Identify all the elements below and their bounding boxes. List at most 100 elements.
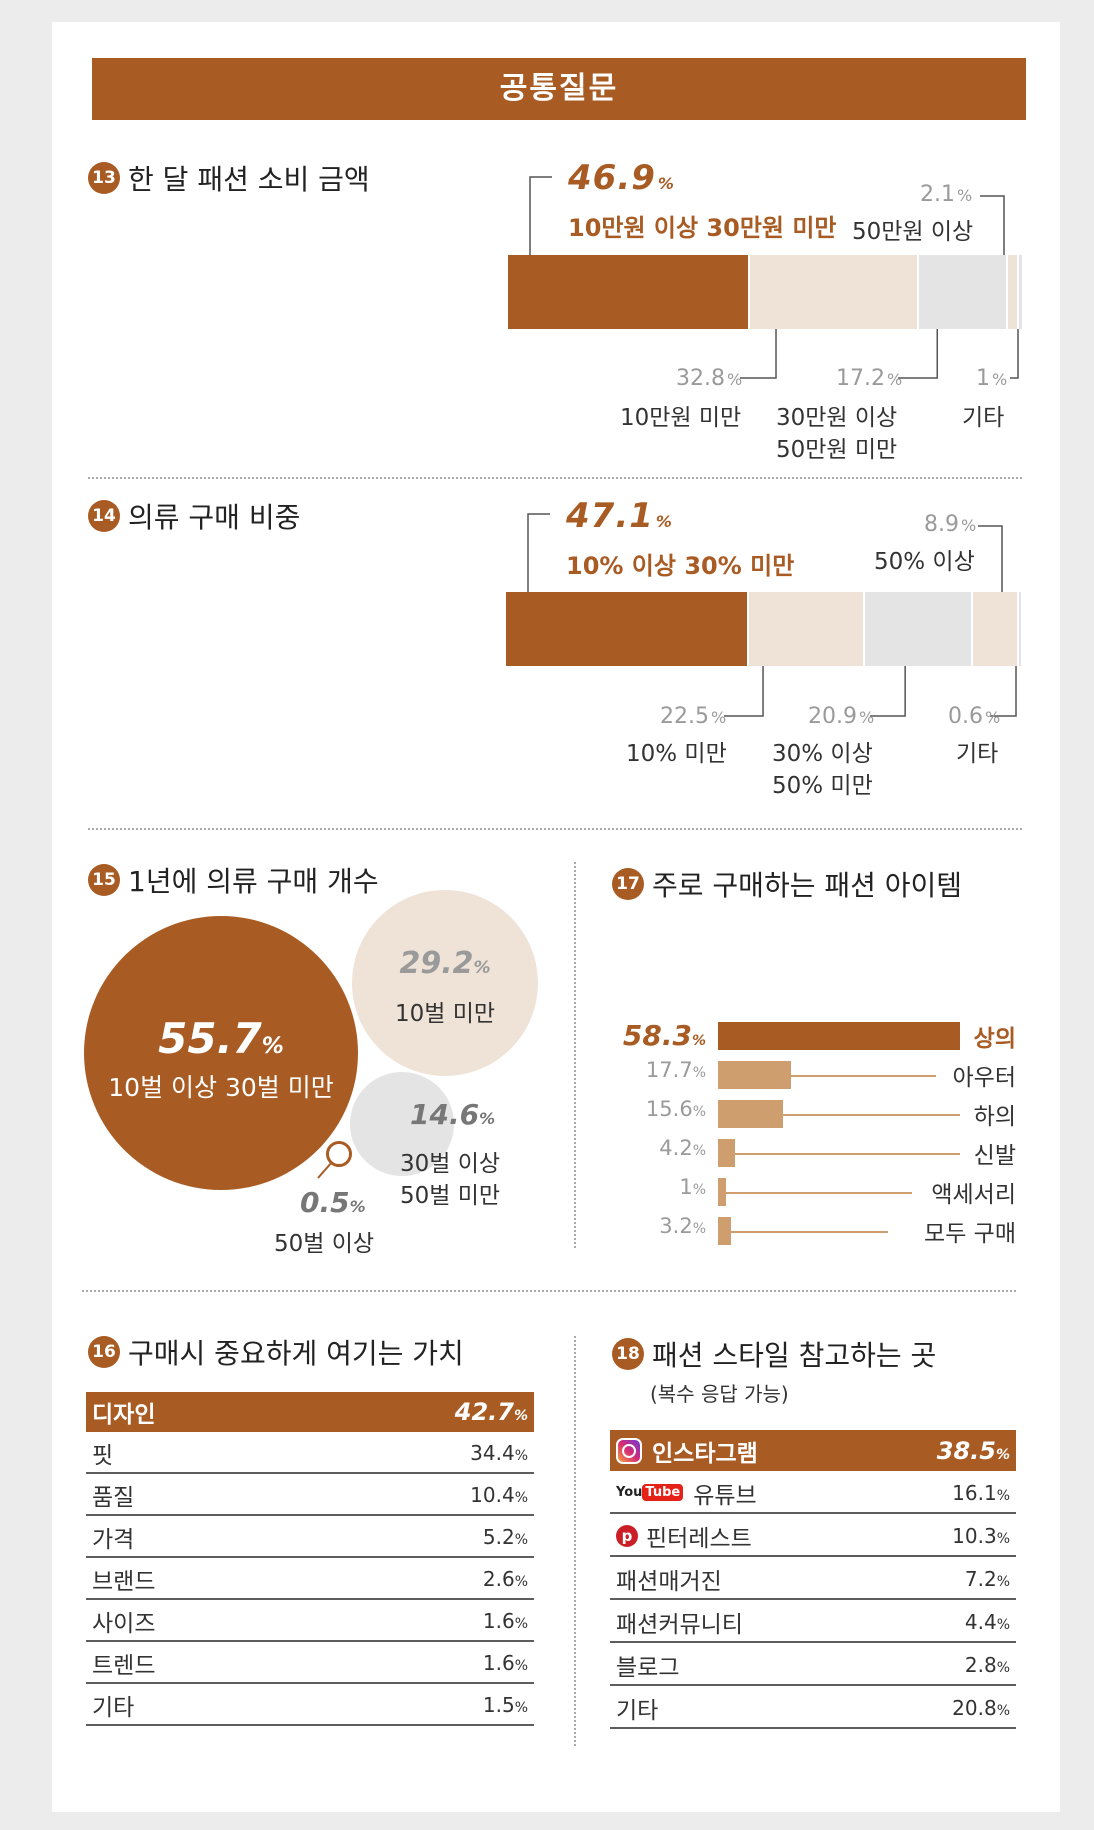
row-label: 브랜드	[92, 1562, 155, 1596]
table-row: 패션커뮤니티 4.4%	[610, 1602, 1016, 1643]
pct-sign: %	[514, 1490, 528, 1506]
q14-title-text: 의류 구매 비중	[128, 501, 301, 534]
pct-sign: %	[961, 516, 977, 535]
pct-sign: %	[996, 1659, 1010, 1676]
row-value: 5.2%	[483, 1525, 528, 1549]
bar-segment	[972, 592, 1017, 666]
bar-segment	[1018, 592, 1021, 666]
table-row: 기타 1.5%	[86, 1686, 534, 1726]
row-label-text: 핀터레스트	[646, 1525, 752, 1552]
bar-segment	[919, 255, 1006, 329]
row-label-text: 사이즈	[92, 1611, 156, 1637]
item-label: 신발	[973, 1143, 1016, 1169]
q15-tiny-value: 0.5%	[300, 1186, 366, 1219]
table-row: You Tube 유튜브 16.1%	[610, 1473, 1016, 1514]
item-number: 17.7	[645, 1058, 693, 1082]
pct-sign: %	[886, 370, 903, 389]
q16-number: 16	[88, 1336, 120, 1368]
q13-highlight-label: 10만원 이상 30만원 미만	[568, 214, 837, 242]
bar-segment	[506, 592, 748, 666]
q13-b-number: 17.2	[836, 366, 885, 391]
pct-sign: %	[996, 1573, 1010, 1590]
item-label: 상의	[973, 1026, 1016, 1052]
q15-mid-value: 29.2%	[352, 946, 538, 981]
q14-c-value: 0.6%	[948, 704, 1000, 729]
table-row: 브랜드 2.6%	[86, 1560, 534, 1600]
table-row: 트렌드 1.6%	[86, 1644, 534, 1684]
bar-segment	[1018, 255, 1022, 329]
q14-d-value: 8.9%	[924, 512, 976, 537]
column-divider	[574, 1336, 576, 1746]
row-number: 2.6	[482, 1567, 515, 1591]
leader-line-path	[724, 666, 764, 717]
item-bar	[718, 1022, 960, 1050]
q14-a-label: 10% 미만	[626, 741, 727, 767]
table-row: 블로그 2.8%	[610, 1645, 1016, 1686]
q15-small-number: 14.6	[410, 1098, 480, 1131]
q14-d-number: 8.9	[924, 512, 959, 537]
row-label: 블로그	[616, 1648, 679, 1682]
column-divider	[574, 862, 576, 1248]
row-label-text: 기타	[616, 1697, 659, 1724]
item-label: 액세서리	[931, 1182, 1016, 1208]
item-number: 15.6	[645, 1097, 693, 1121]
row-number: 20.8	[952, 1695, 997, 1720]
item-leader	[731, 1231, 888, 1233]
item-value: 17.7%	[646, 1058, 706, 1082]
q14-highlight-label: 10% 이상 30% 미만	[566, 552, 795, 580]
q15-tiny-number: 0.5	[300, 1186, 350, 1219]
row-label: 패션매거진	[616, 1562, 722, 1596]
q15-bubble-large	[84, 916, 358, 1190]
row-number: 2.8	[964, 1652, 997, 1677]
q15-big-value: 55.7%	[84, 1014, 358, 1063]
row-number: 1.6	[482, 1651, 515, 1675]
pct-sign: %	[692, 1143, 706, 1159]
q14-b-number: 20.9	[808, 704, 857, 729]
row-value: 42.7%	[455, 1398, 528, 1426]
pct-sign: %	[514, 1658, 528, 1674]
table-row: 핏 34.4%	[86, 1434, 534, 1474]
item-value: 4.2%	[659, 1136, 706, 1160]
divider	[88, 477, 1022, 479]
row-label-text: 패션커뮤니티	[616, 1611, 743, 1638]
pct-sign: %	[692, 1104, 706, 1120]
pct-sign: %	[514, 1448, 528, 1464]
q14-a-number: 22.5	[660, 704, 709, 729]
row-label: 가격	[92, 1520, 134, 1554]
q15-tiny-label: 50벌 이상	[274, 1231, 375, 1257]
row-value: 16.1%	[952, 1481, 1010, 1505]
pct-sign: %	[985, 708, 1001, 727]
row-label: 핏	[92, 1436, 113, 1470]
row-label: p 핀터레스트	[616, 1519, 752, 1553]
row-value: 10.4%	[470, 1483, 528, 1507]
pct-sign: %	[261, 1034, 284, 1059]
bar-segment	[508, 255, 748, 329]
pct-sign: %	[995, 1446, 1010, 1463]
row-value: 1.5%	[483, 1693, 528, 1717]
divider	[82, 1290, 1016, 1292]
row-label: 인스타그램	[616, 1434, 758, 1468]
q14-a-value: 22.5%	[660, 704, 726, 729]
q14-number: 14	[88, 500, 120, 532]
row-label-text: 가격	[92, 1527, 135, 1553]
q13-b-label-1: 30만원 이상	[776, 405, 898, 431]
bar-segment	[749, 592, 864, 666]
bar-segment	[1008, 255, 1017, 329]
table-row: 가격 5.2%	[86, 1518, 534, 1558]
row-number: 42.7	[454, 1398, 514, 1426]
row-label-text: 기타	[92, 1695, 135, 1721]
q15-number: 15	[88, 864, 120, 896]
table-row: 사이즈 1.6%	[86, 1602, 534, 1642]
q15-small-label-1: 30벌 이상	[400, 1151, 501, 1177]
row-number: 34.4	[470, 1441, 515, 1465]
row-label-text: 인스타그램	[652, 1440, 758, 1467]
q13-d-number: 2.1	[920, 182, 955, 207]
pct-sign: %	[957, 186, 973, 205]
row-value: 2.8%	[965, 1653, 1010, 1677]
item-bar	[718, 1178, 726, 1206]
pct-sign: %	[692, 1065, 706, 1081]
